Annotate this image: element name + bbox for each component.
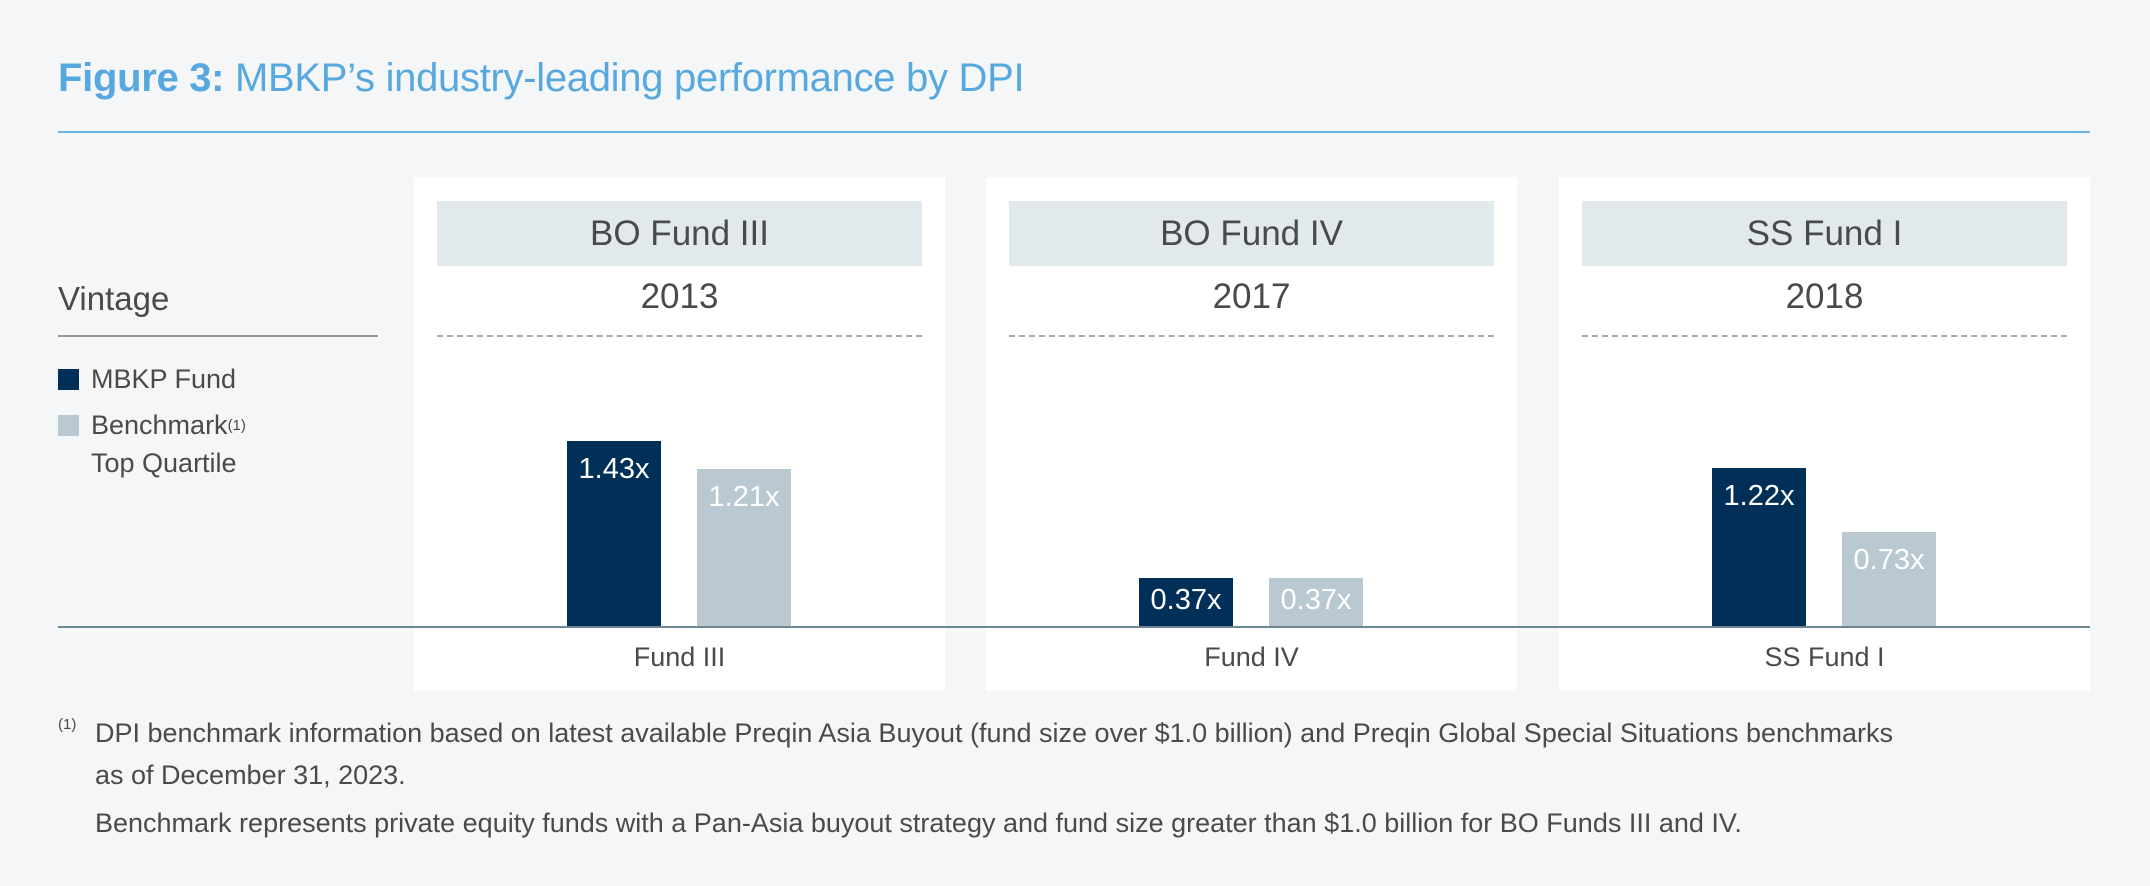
x-tick-label: Fund IV — [1204, 642, 1299, 672]
panel-2: SS Fund I 2018 SS Fund I 1.22x 0.73x — [1559, 177, 2090, 691]
vintage-label: Vintage — [58, 280, 170, 317]
data-label: 0.37x — [1150, 584, 1222, 617]
vintage-rule — [58, 335, 378, 337]
vintage-year: 2013 — [640, 277, 719, 316]
legend-swatch-benchmark — [58, 415, 79, 436]
data-label: 1.22x — [1723, 480, 1795, 513]
dashed-divider — [437, 335, 922, 337]
legend-swatch-mbkp — [58, 369, 79, 390]
data-label: 1.43x — [578, 452, 650, 485]
legend-label: Benchmark — [91, 410, 228, 440]
chart-title: Figure 3: MBKP’s industry-leading perfor… — [58, 56, 1025, 101]
bar-mbkp: 1.43x — [567, 440, 661, 626]
bar-benchmark: 0.37x — [1269, 578, 1363, 626]
panel-1: BO Fund IV 2017 Fund IV 0.37x 0.37x — [986, 177, 1517, 691]
footnote-marker: (1) — [58, 716, 77, 733]
data-label: 1.21x — [708, 481, 780, 514]
x-tick-label: Fund III — [633, 642, 726, 672]
dashed-divider — [1582, 335, 2067, 337]
bar-mbkp: 1.22x — [1712, 468, 1806, 626]
vintage-year: 2018 — [1785, 277, 1864, 316]
footnote-line: as of December 31, 2023. — [95, 760, 406, 790]
footnote-line: Benchmark represents private equity fund… — [95, 808, 1742, 838]
data-label: 0.37x — [1280, 584, 1352, 617]
title-rule — [58, 131, 2090, 133]
panel-0: BO Fund III 2013 Fund III 1.43x 1.21x — [414, 177, 945, 691]
vintage-year: 2017 — [1212, 277, 1291, 316]
bar-mbkp: 0.37x — [1139, 578, 1233, 626]
x-tick-label: SS Fund I — [1764, 642, 1885, 672]
data-label: 0.73x — [1853, 543, 1925, 576]
legend-item-benchmark: Benchmark (1) — [58, 410, 246, 441]
bar-benchmark: 0.73x — [1842, 531, 1936, 626]
footnote-line: DPI benchmark information based on lates… — [95, 718, 1894, 748]
legend-footnote-marker: (1) — [227, 417, 246, 434]
panel-header: BO Fund III — [437, 201, 922, 266]
legend-label: MBKP Fund — [91, 364, 237, 394]
dashed-divider — [1009, 335, 1494, 337]
legend-label-line2: Top Quartile — [91, 448, 237, 478]
bar-benchmark: 1.21x — [697, 469, 791, 626]
figure-number: Figure 3: — [58, 56, 225, 100]
legend-item-mbkp: MBKP Fund — [58, 364, 236, 395]
x-axis-baseline — [58, 626, 2090, 628]
panel-header: SS Fund I — [1582, 201, 2067, 266]
figure-title-text: MBKP’s industry-leading performance by D… — [224, 56, 1025, 100]
panel-header: BO Fund IV — [1009, 201, 1494, 266]
